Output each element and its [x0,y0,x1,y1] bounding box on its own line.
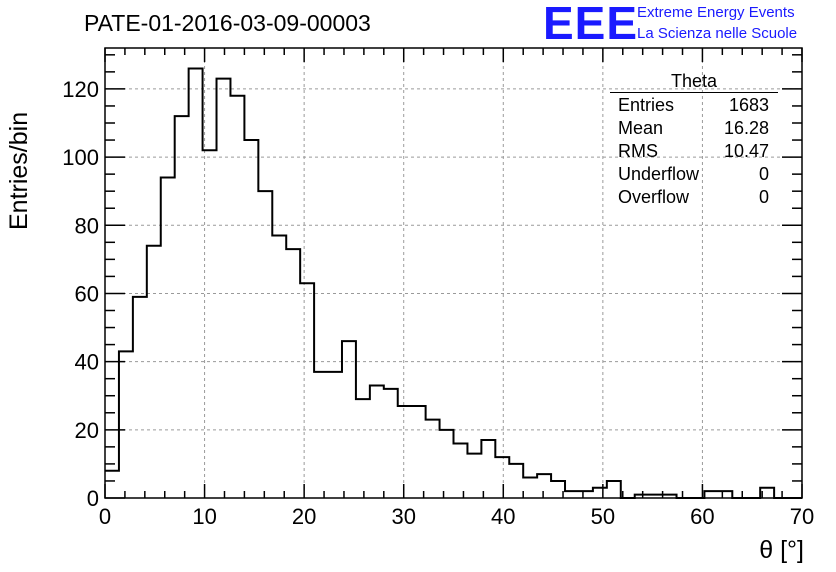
stats-row-underflow: Underflow 0 [610,163,778,186]
y-tick-label: 0 [87,486,99,511]
stats-value: 16.28 [723,118,769,138]
y-tick-label: 60 [75,281,99,306]
chart-title: PATE-01-2016-03-09-00003 [84,10,371,36]
stats-row-entries: Entries 1683 [610,94,778,117]
stats-label: Mean [618,118,664,138]
stats-label: Entries [618,95,675,115]
stats-row-rms: RMS 10.47 [610,140,778,163]
stats-value: 10.47 [723,141,769,161]
x-tick-label: 20 [292,504,316,529]
x-tick-label: 60 [690,504,714,529]
y-tick-label: 100 [62,145,99,170]
stats-value: 0 [758,187,769,207]
x-tick-label: 0 [99,504,111,529]
x-tick-label: 30 [391,504,415,529]
stats-value: 1683 [728,95,769,115]
stats-label: RMS [618,141,658,161]
stats-label: Underflow [618,164,700,184]
stats-box: Theta Entries 1683 Mean 16.28 RMS 10.47 … [610,72,778,209]
stats-label: Overflow [618,187,690,207]
histogram-line [105,67,802,499]
plot-frame [104,47,803,499]
x-tick-label: 40 [491,504,515,529]
stats-row-mean: Mean 16.28 [610,117,778,140]
y-axis-label: Entries/bin [5,111,33,230]
x-tick-label: 50 [591,504,615,529]
x-tick-label: 70 [790,504,814,529]
stats-title: Theta [610,72,778,93]
eee-logo: EEE [543,0,639,49]
y-tick-label: 20 [75,418,99,443]
y-tick-label: 80 [75,213,99,238]
x-axis-label: θ [°] [759,536,804,564]
tick-labels: 0 10 20 30 40 50 60 70 0 20 40 60 80 100 120 [62,77,814,529]
logo-line-1: Extreme Energy Events [637,4,795,21]
stats-row-overflow: Overflow 0 [610,186,778,209]
y-tick-label: 40 [75,350,99,375]
y-tick-label: 120 [62,77,99,102]
logo-line-2: La Scienza nelle Scuole [637,25,798,42]
x-tick-label: 10 [192,504,216,529]
stats-value: 0 [758,164,769,184]
